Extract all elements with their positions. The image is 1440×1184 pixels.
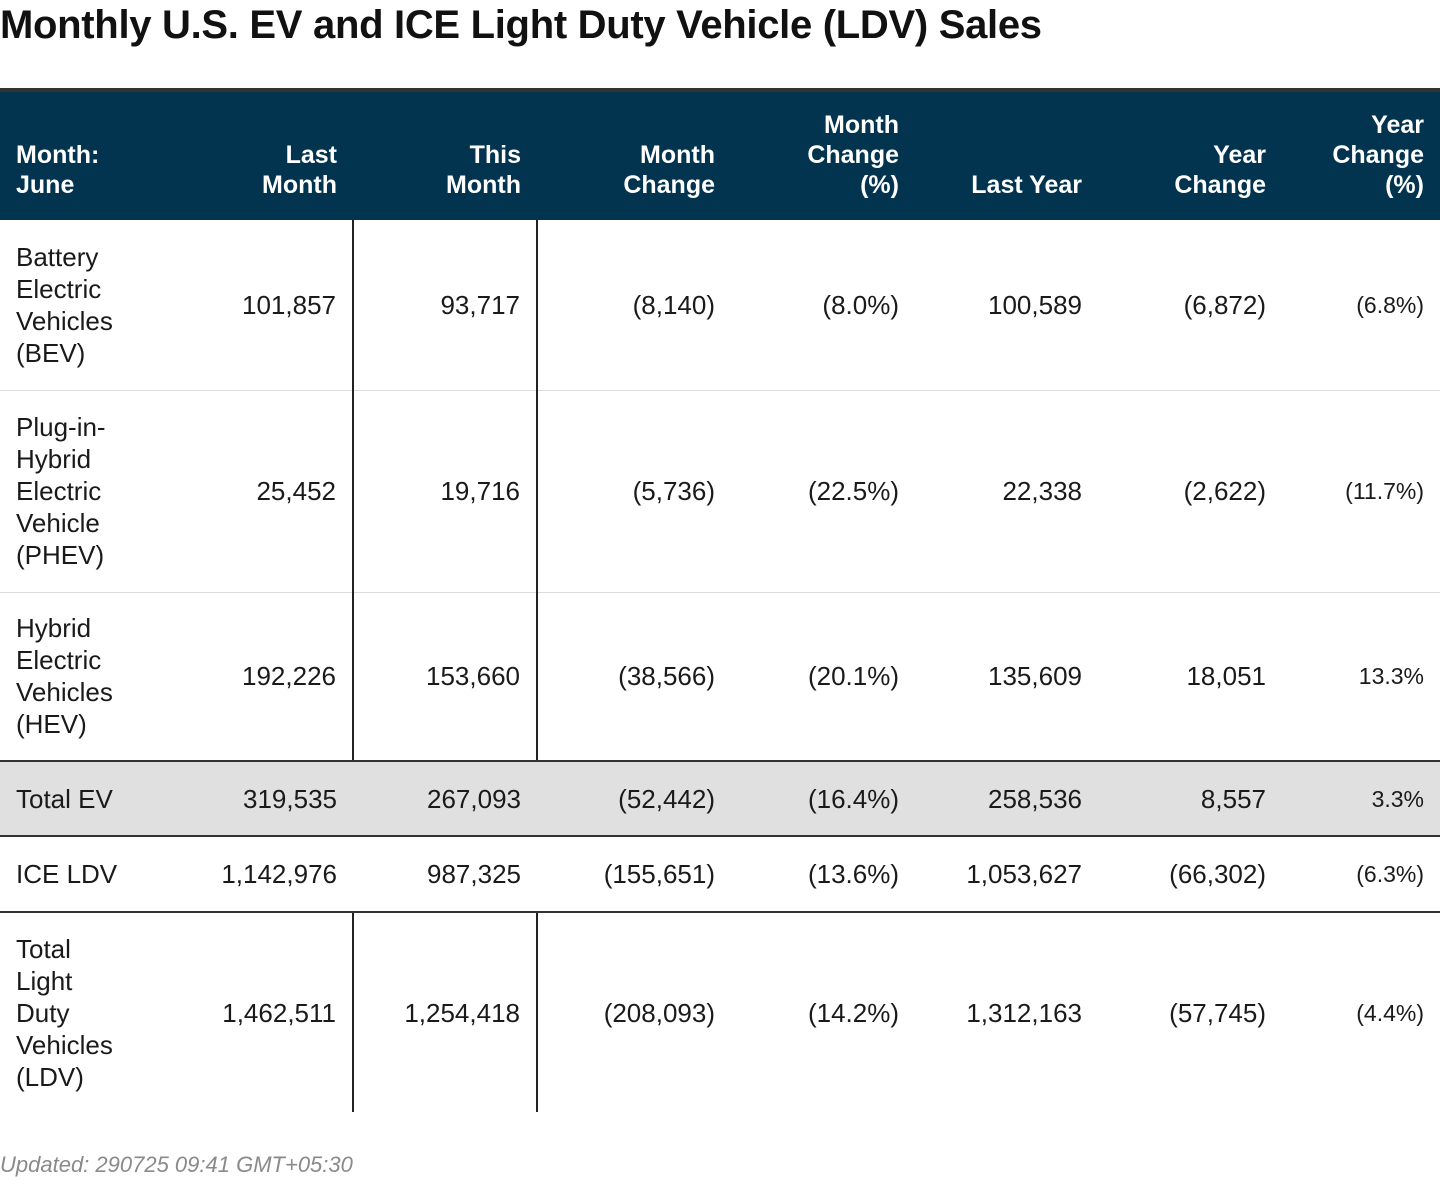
cell-month-change-pct: (20.1%) <box>731 592 915 762</box>
cell-this-month: 93,717 <box>353 220 538 391</box>
table-row: Battery Electric Vehicles (BEV) 101,857 93,71… <box>0 220 1440 391</box>
column-header-month-change-pct: Month Change (%) <box>807 111 899 199</box>
cell-year-change-pct: 13.3% <box>1282 592 1440 762</box>
cell-month-change: (155,651) <box>537 836 731 913</box>
cell-this-month: 1,254,418 <box>353 912 538 1112</box>
cell-last-month: 192,226 <box>172 592 354 762</box>
cell-year-change-pct: (6.8%) <box>1282 220 1440 391</box>
column-header-last-year: Last Year <box>971 171 1082 199</box>
cell-month-label: Total Light Duty Vehicles (LDV) <box>16 933 113 1092</box>
cell-month-label: Hybrid Electric Vehicles (HEV) <box>0 592 172 762</box>
table-header-row: Month: June Last Month This Month Month Change M… <box>0 90 1440 220</box>
cell-this-month: 267,093 <box>353 761 537 837</box>
table-row: ICE LDV 1,142,976 987,325 (155,651) (13.6%) 1… <box>0 836 1440 913</box>
table-row: Total EV 319,535 267,093 (52,442) (16.4%) 258… <box>0 761 1440 837</box>
cell-month-change-pct: (16.4%) <box>731 761 915 837</box>
cell-last-month: 319,535 <box>172 761 353 837</box>
cell-year-change: (2,622) <box>1098 390 1282 593</box>
cell-month-label: Total EV <box>0 761 172 837</box>
cell-last-year: 22,338 <box>915 390 1098 593</box>
cell-month-change: (52,442) <box>537 761 731 837</box>
cell-month-change: (208,093) <box>603 997 715 1028</box>
table-row: Total Light Duty Vehicles (LDV) 1,462,511 1,25… <box>0 912 1440 1112</box>
column-header-this-month: This Month <box>446 141 521 199</box>
chart-title: Monthly U.S. EV and ICE Light Duty Vehic… <box>0 3 1042 47</box>
cell-year-change: (66,302) <box>1098 836 1282 913</box>
updated-timestamp: Updated: 290725 09:41 GMT+05:30 <box>0 1152 353 1177</box>
cell-month-change-pct: (14.2%) <box>807 997 899 1028</box>
cell-last-year: 100,589 <box>915 220 1098 391</box>
table-row: Plug-in- Hybrid Electric Vehicle (PHEV) 25,45… <box>0 390 1440 593</box>
column-header-year-change: Year Change <box>1174 141 1266 199</box>
column-header-year-change-pct: Year Change (%) <box>1332 111 1424 199</box>
cell-month-change: (38,566) <box>537 592 731 762</box>
cell-last-month: 101,857 <box>172 220 354 391</box>
table-body: Battery Electric Vehicles (BEV) 101,857 93,71… <box>0 220 1440 1112</box>
cell-month-change-pct: (22.5%) <box>731 390 915 593</box>
cell-last-year: 135,609 <box>915 592 1098 762</box>
cell-last-month: 25,452 <box>172 390 354 593</box>
cell-this-month: 19,716 <box>353 390 538 593</box>
cell-last-year: 1,312,163 <box>966 997 1082 1028</box>
cell-year-change: (6,872) <box>1098 220 1282 391</box>
cell-last-year: 258,536 <box>915 761 1098 837</box>
cell-last-month: 1,462,511 <box>172 912 354 1112</box>
cell-month-change: (8,140) <box>537 220 731 391</box>
cell-month-change-pct: (13.6%) <box>731 836 915 913</box>
cell-year-change: 18,051 <box>1098 592 1282 762</box>
cell-month-label: Plug-in- Hybrid Electric Vehicle (PHEV) <box>0 390 172 593</box>
sales-table-container: Month: June Last Month This Month Month Change M… <box>0 88 1440 1112</box>
cell-this-month: 153,660 <box>353 592 538 762</box>
cell-month-label: Battery Electric Vehicles (BEV) <box>0 220 172 391</box>
column-header-month-label: Month: June <box>16 141 100 199</box>
column-header-month-change: Month Change <box>623 141 715 199</box>
cell-year-change: 8,557 <box>1098 761 1282 837</box>
cell-last-year: 1,053,627 <box>915 836 1098 913</box>
cell-month-label: ICE LDV <box>0 836 172 913</box>
column-header-last-month: Last Month <box>262 141 337 199</box>
cell-this-month: 987,325 <box>353 836 537 913</box>
sales-table: Month: June Last Month This Month Month Change M… <box>0 88 1440 1112</box>
table-row: Hybrid Electric Vehicles (HEV) 192,226 153,66… <box>0 592 1440 762</box>
cell-year-change-pct: (4.4%) <box>1356 999 1424 1026</box>
cell-last-month: 1,142,976 <box>172 836 353 913</box>
cell-year-change-pct: 3.3% <box>1282 761 1440 837</box>
cell-month-change: (5,736) <box>537 390 731 593</box>
cell-year-change: (57,745) <box>1169 997 1266 1028</box>
cell-year-change-pct: (11.7%) <box>1282 390 1440 593</box>
cell-month-change-pct: (8.0%) <box>731 220 915 391</box>
cell-year-change-pct: (6.3%) <box>1282 836 1440 913</box>
